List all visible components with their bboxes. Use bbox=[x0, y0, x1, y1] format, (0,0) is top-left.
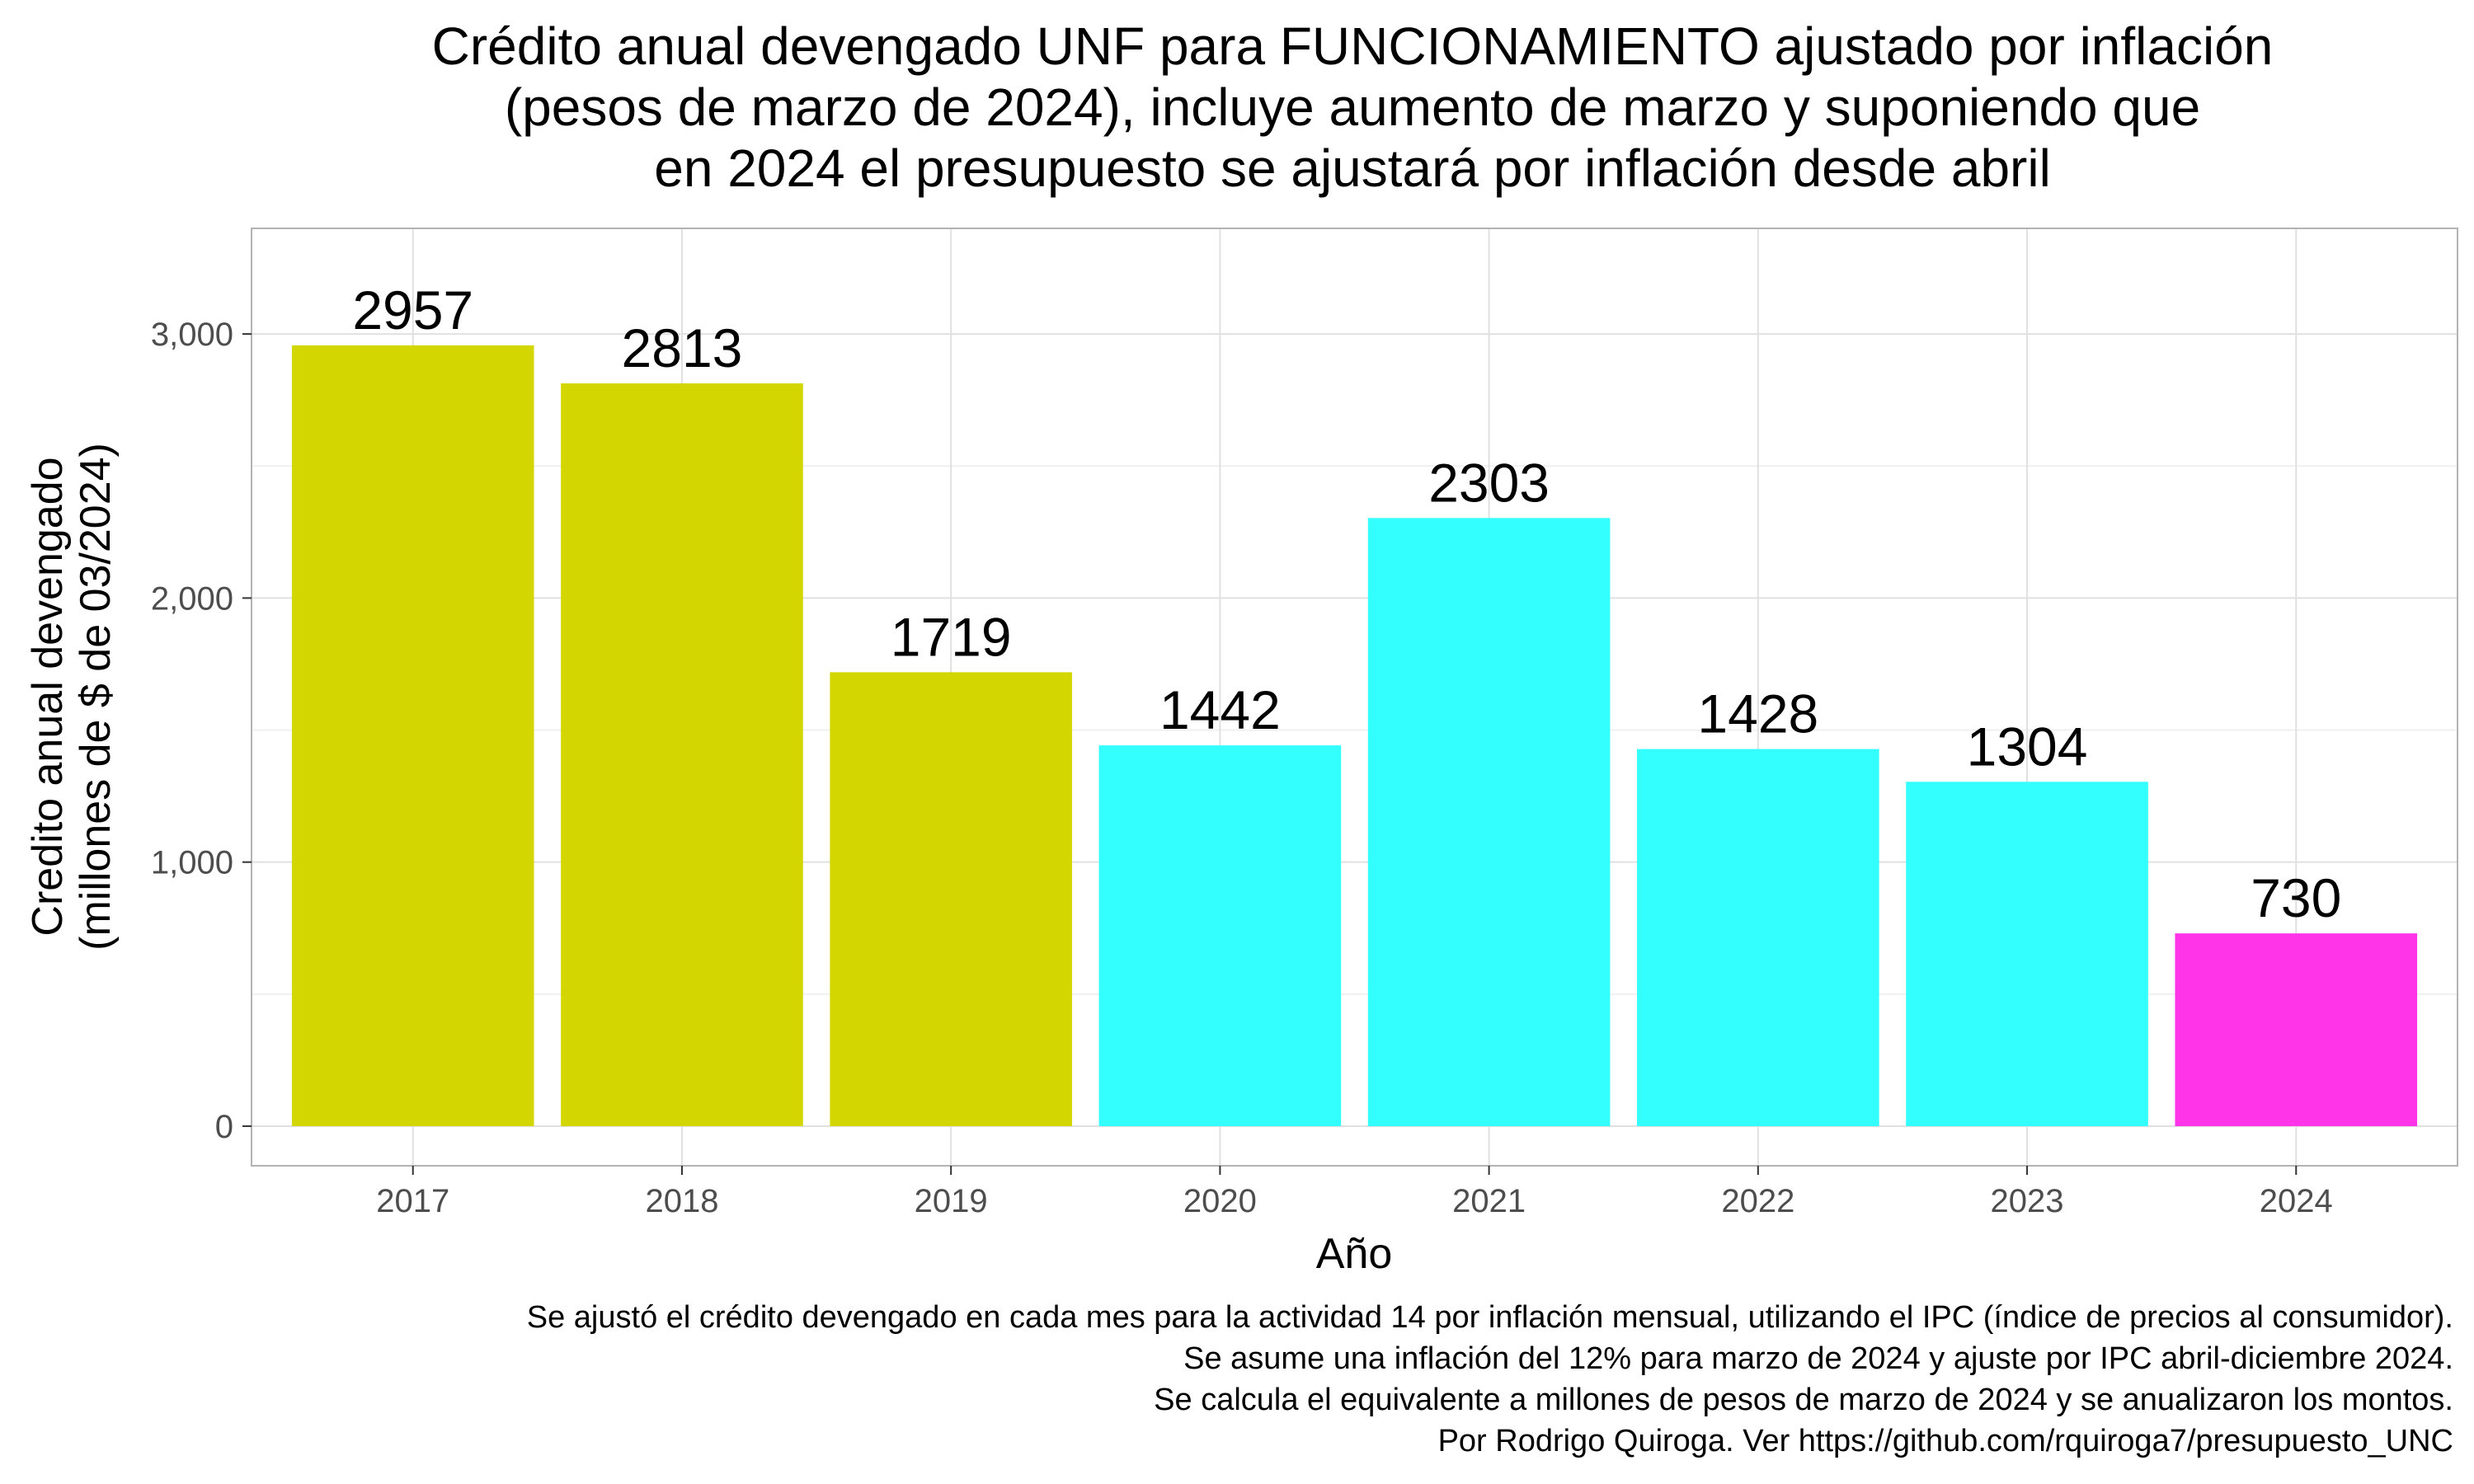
bar-2020 bbox=[1098, 745, 1342, 1126]
y-tick-label: 0 bbox=[215, 1109, 233, 1145]
bar-2022 bbox=[1637, 749, 1879, 1126]
data-label-2024: 730 bbox=[2251, 867, 2341, 928]
bar-2021 bbox=[1367, 518, 1611, 1126]
x-tick-label-2017: 2017 bbox=[376, 1183, 449, 1219]
data-labels: 2957 2813 1719 1442 2303 1428 1304 730 bbox=[352, 279, 2341, 928]
y-tick-label: 2,000 bbox=[151, 580, 233, 617]
y-axis-title-line-1: Credito anual devengado bbox=[24, 457, 72, 936]
caption-line-4: Por Rodrigo Quiroga. Ver https://github.… bbox=[1438, 1424, 2453, 1458]
y-tick-label: 3,000 bbox=[151, 317, 233, 353]
data-label-2017: 2957 bbox=[352, 279, 473, 340]
chart-title-line-1: Crédito anual devengado UNF para FUNCION… bbox=[432, 16, 2274, 76]
x-tick-label-2024: 2024 bbox=[2260, 1183, 2333, 1219]
data-label-2019: 1719 bbox=[891, 606, 1012, 667]
x-tick-label-2019: 2019 bbox=[915, 1183, 988, 1219]
x-tick-label-2022: 2022 bbox=[1721, 1183, 1794, 1219]
caption-line-1: Se ajustó el crédito devengado en cada m… bbox=[527, 1300, 2453, 1335]
chart-title-line-2: (pesos de marzo de 2024), incluye aument… bbox=[505, 77, 2200, 137]
data-label-2021: 2303 bbox=[1428, 452, 1550, 513]
y-tick-label: 1,000 bbox=[151, 845, 233, 881]
data-label-2022: 1428 bbox=[1697, 683, 1818, 744]
data-label-2018: 2813 bbox=[622, 317, 743, 378]
x-tick-label-2021: 2021 bbox=[1452, 1183, 1526, 1219]
bar-2018 bbox=[561, 383, 803, 1126]
x-tick-label-2020: 2020 bbox=[1183, 1183, 1257, 1219]
x-tick-label-2023: 2023 bbox=[1991, 1183, 2064, 1219]
panel-border bbox=[251, 228, 2458, 1167]
bar-2019 bbox=[830, 672, 1072, 1126]
y-axis-title-line-2: (millones de $ de 03/2024) bbox=[72, 443, 120, 951]
bar-2023 bbox=[1906, 782, 2148, 1126]
x-axis-title: Año bbox=[1316, 1230, 1393, 1278]
bars bbox=[291, 345, 2418, 1126]
x-axis: 2017 2018 2019 2020 2021 2022 2023 2024 bbox=[376, 1166, 2333, 1219]
data-label-2020: 1442 bbox=[1159, 679, 1281, 740]
caption-line-3: Se calcula el equivalente a millones de … bbox=[1154, 1383, 2453, 1417]
y-axis-title: Credito anual devengado (millones de $ d… bbox=[24, 443, 120, 951]
chart-title: Crédito anual devengado UNF para FUNCION… bbox=[432, 16, 2274, 198]
y-axis: 0 1,000 2,000 3,000 bbox=[151, 317, 252, 1145]
bar-2024 bbox=[2175, 933, 2418, 1126]
caption: Se ajustó el crédito devengado en cada m… bbox=[527, 1300, 2453, 1458]
caption-line-2: Se asume una inflación del 12% para marz… bbox=[1183, 1341, 2453, 1376]
data-label-2023: 1304 bbox=[1967, 716, 2088, 777]
x-tick-label-2018: 2018 bbox=[645, 1183, 718, 1219]
chart-title-line-3: en 2024 el presupuesto se ajustará por i… bbox=[654, 139, 2051, 198]
bar-2017 bbox=[291, 345, 534, 1126]
